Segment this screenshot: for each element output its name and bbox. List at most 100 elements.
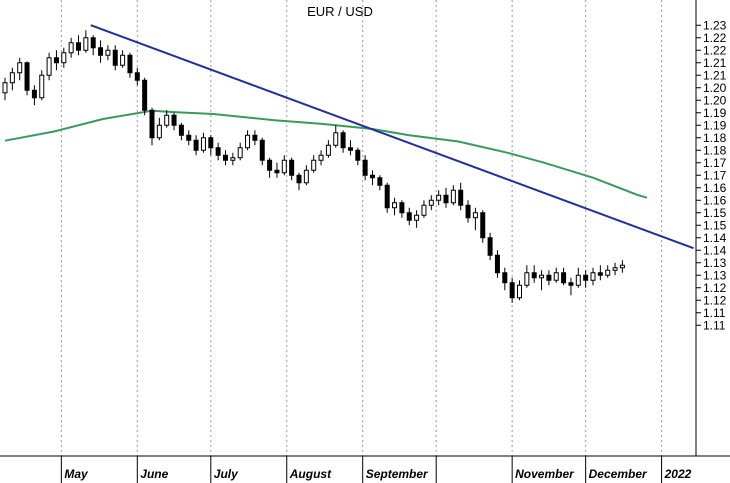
candle xyxy=(171,112,177,131)
candle xyxy=(421,200,427,218)
candle-body xyxy=(267,159,273,171)
candle xyxy=(90,35,96,56)
candle xyxy=(458,182,464,211)
candle xyxy=(237,142,243,161)
y-tick-label: 1.21 xyxy=(703,56,727,70)
x-tick-label: December xyxy=(589,467,648,481)
candle xyxy=(2,77,8,101)
candle xyxy=(193,135,199,156)
candle-body xyxy=(2,82,8,94)
candle-body xyxy=(156,124,162,139)
candle-body xyxy=(494,254,500,274)
candle xyxy=(524,265,530,288)
candle-body xyxy=(568,282,574,286)
candle-body xyxy=(347,147,353,151)
candle-body xyxy=(281,159,287,174)
x-tick-label: May xyxy=(64,467,89,481)
candle xyxy=(39,70,45,101)
candle-body xyxy=(399,202,405,214)
x-tick-label: July xyxy=(214,467,239,481)
candle-body xyxy=(450,189,456,204)
candle xyxy=(340,130,346,153)
y-tick-label: 1.22 xyxy=(703,31,727,45)
candle-body xyxy=(53,57,59,64)
candle-body xyxy=(215,147,221,156)
y-tick-label: 1.11 xyxy=(703,318,726,332)
candle xyxy=(230,152,236,166)
candle-body xyxy=(553,272,559,281)
candle xyxy=(443,187,449,208)
series-layer xyxy=(2,24,694,303)
candle xyxy=(267,157,273,178)
candle-body xyxy=(539,274,545,279)
candle xyxy=(370,170,375,186)
candle-body xyxy=(472,212,478,219)
candle xyxy=(134,67,140,86)
candle xyxy=(377,175,383,191)
candle-body xyxy=(230,157,236,161)
candle-body xyxy=(237,147,243,159)
candle-body xyxy=(436,194,442,201)
candle xyxy=(450,185,456,206)
candle-body xyxy=(619,264,625,269)
candle xyxy=(9,67,15,91)
candle xyxy=(619,260,625,273)
candle-body xyxy=(186,134,192,141)
candle-body xyxy=(377,177,383,186)
candle-body xyxy=(421,204,427,216)
y-tick-label: 1.11 xyxy=(703,306,726,320)
candle-body xyxy=(46,57,52,76)
candle xyxy=(399,200,405,218)
candle xyxy=(245,130,251,151)
candle-body xyxy=(325,144,331,156)
candle xyxy=(142,77,148,116)
candle xyxy=(487,232,493,261)
candle xyxy=(24,61,30,96)
chart-title: EUR / USD xyxy=(307,4,373,19)
y-tick-label: 1.14 xyxy=(703,243,727,257)
candle-body xyxy=(524,272,530,286)
y-tick-label: 1.19 xyxy=(703,106,727,120)
candle-body xyxy=(502,272,508,284)
candle-body xyxy=(289,159,295,176)
moving-average-line xyxy=(4,109,648,199)
candle xyxy=(406,207,412,226)
candle-body xyxy=(193,139,199,151)
candle xyxy=(311,155,317,173)
candle xyxy=(149,107,155,146)
candle-body xyxy=(465,204,471,219)
candle-body xyxy=(149,109,155,139)
candle-body xyxy=(105,49,111,56)
y-tick-label: 1.20 xyxy=(703,81,727,95)
y-tick-label: 1.20 xyxy=(703,93,727,107)
y-tick-label: 1.23 xyxy=(703,18,727,32)
candle xyxy=(612,262,618,276)
candle xyxy=(215,142,221,161)
candle xyxy=(546,270,552,286)
candle xyxy=(480,210,486,243)
candle-body xyxy=(296,174,302,184)
candle xyxy=(156,117,162,141)
candle xyxy=(333,125,339,148)
candle xyxy=(208,135,214,156)
candle xyxy=(68,37,74,58)
candle xyxy=(252,130,258,146)
candle xyxy=(597,265,603,281)
y-tick-label: 1.18 xyxy=(703,143,727,157)
candle xyxy=(384,182,390,213)
candle-body xyxy=(311,159,317,171)
candle-body xyxy=(458,189,464,206)
candle-body xyxy=(90,37,96,49)
candle xyxy=(61,47,67,68)
candle-body xyxy=(98,47,104,56)
candle-body xyxy=(318,154,324,161)
candle xyxy=(274,162,280,178)
candle-body xyxy=(597,272,603,276)
candle-body xyxy=(392,202,398,209)
candle xyxy=(517,280,522,301)
candle-body xyxy=(112,49,118,66)
candle-body xyxy=(24,62,30,91)
candle-body xyxy=(223,154,228,161)
